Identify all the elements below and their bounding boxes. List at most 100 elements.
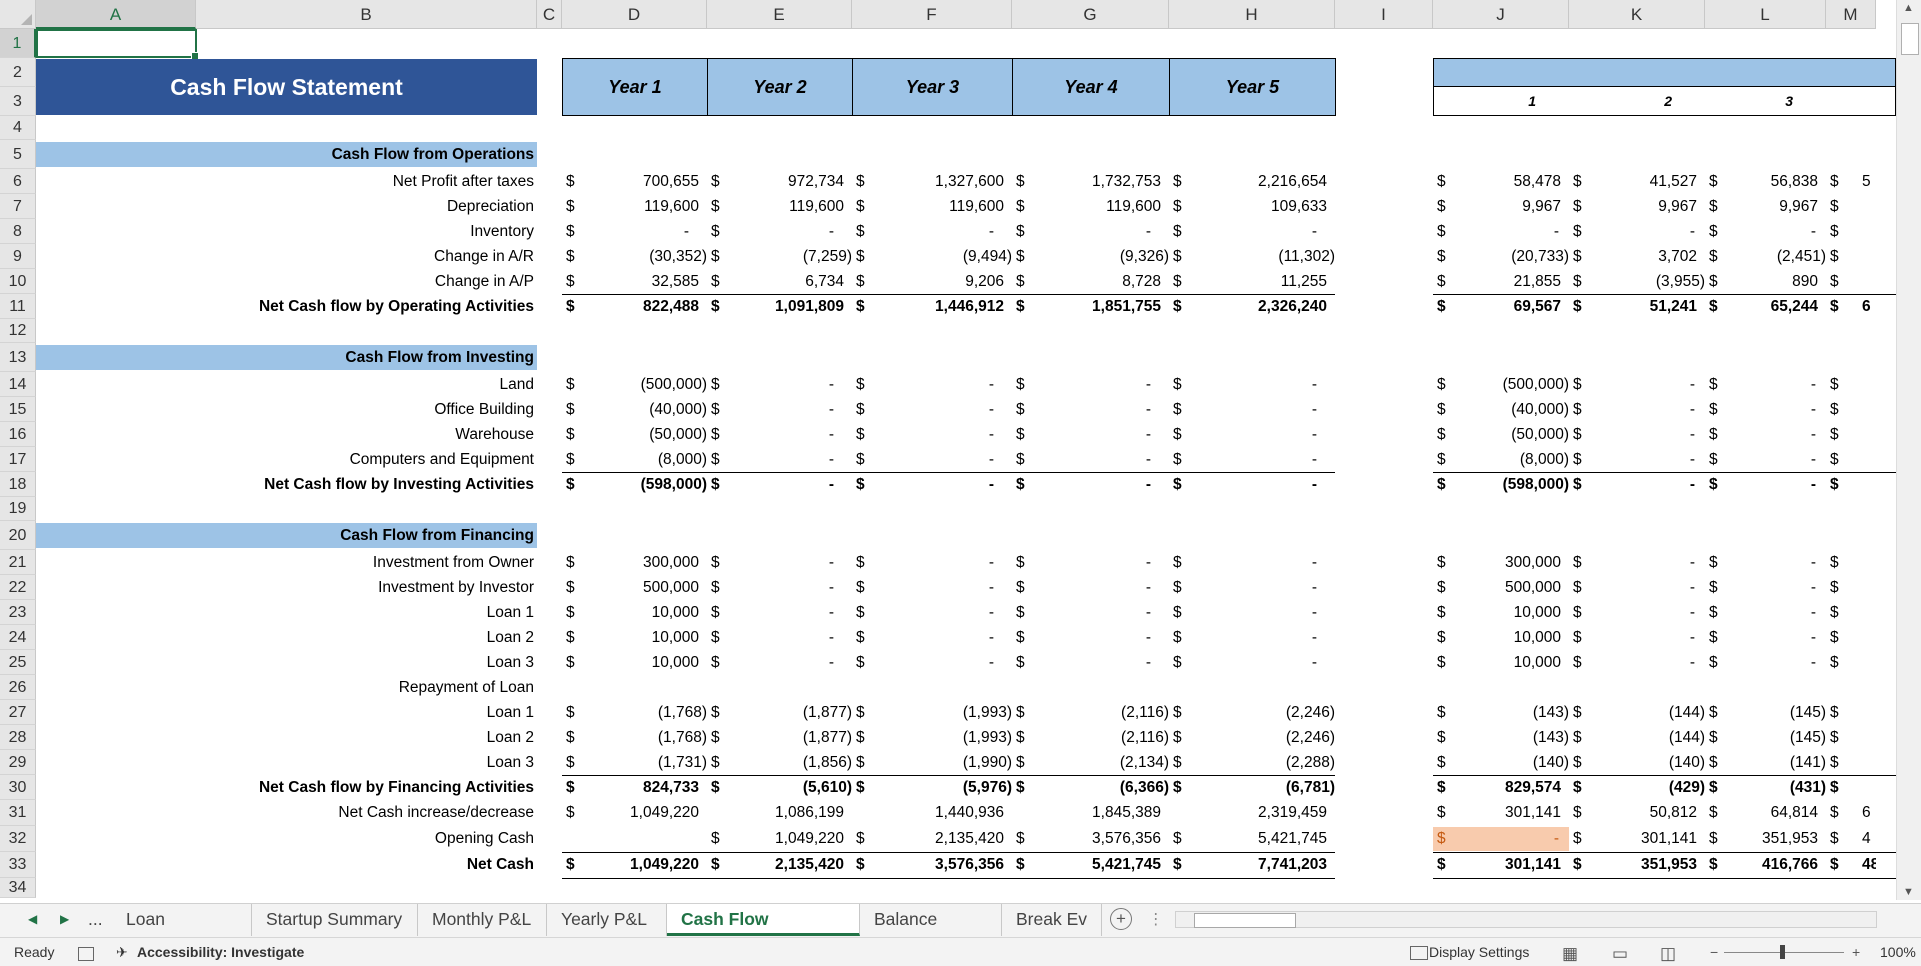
value-6-j[interactable]: 58,478 (1513, 173, 1561, 190)
value-29-d[interactable]: (1,731) (657, 754, 707, 771)
row-header-32[interactable]: 32 (0, 826, 36, 852)
value-25-f[interactable]: - (988, 654, 994, 671)
value-17-e[interactable]: - (828, 451, 834, 468)
value-29-l[interactable]: (141) (1789, 754, 1826, 771)
column-header-f[interactable]: F (852, 0, 1012, 29)
value-24-f[interactable]: - (988, 629, 994, 646)
value-14-h[interactable]: - (1311, 376, 1317, 393)
value-22-e[interactable]: - (828, 579, 834, 596)
value-10-g[interactable]: 8,728 (1122, 273, 1161, 290)
value-27-h[interactable]: (2,246) (1285, 704, 1335, 721)
value-17-d[interactable]: (8,000) (657, 451, 707, 468)
value-33-e[interactable]: 2,135,420 (775, 856, 844, 873)
value-15-g[interactable]: - (1145, 401, 1151, 418)
column-header-a[interactable]: A (36, 0, 196, 29)
value-7-k[interactable]: 9,967 (1658, 198, 1697, 215)
value-32-f[interactable]: 2,135,420 (935, 830, 1004, 847)
row-header-25[interactable]: 25 (0, 650, 36, 675)
row-header-3[interactable]: 3 (0, 87, 36, 116)
value-33-f[interactable]: 3,576,356 (935, 856, 1004, 873)
row-header-5[interactable]: 5 (0, 140, 36, 169)
value-9-l[interactable]: (2,451) (1776, 248, 1826, 265)
value-25-g[interactable]: - (1145, 654, 1151, 671)
value-31-e[interactable]: 1,086,199 (775, 804, 844, 821)
value-11-j[interactable]: 69,567 (1513, 298, 1561, 315)
scroll-thumb[interactable] (1901, 23, 1919, 55)
vertical-scrollbar[interactable]: ▲ ▼ (1896, 0, 1921, 900)
row-header-16[interactable]: 16 (0, 422, 36, 447)
value-29-h[interactable]: (2,288) (1285, 754, 1335, 771)
value-11-e[interactable]: 1,091,809 (775, 298, 844, 315)
column-header-k[interactable]: K (1569, 0, 1705, 29)
value-18-l[interactable]: - (1810, 476, 1816, 493)
row-header-13[interactable]: 13 (0, 343, 36, 372)
row-header-31[interactable]: 31 (0, 800, 36, 826)
sheet-tab-4[interactable]: Yearly P&L (547, 904, 667, 936)
display-settings-button[interactable]: Display Settings (1429, 944, 1530, 960)
value-30-e[interactable]: (5,610) (802, 779, 852, 796)
value-29-f[interactable]: (1,990) (962, 754, 1012, 771)
scroll-up-icon[interactable]: ▲ (1903, 2, 1914, 14)
value-6-d[interactable]: 700,655 (642, 173, 699, 190)
value-28-l[interactable]: (145) (1789, 729, 1826, 746)
value-22-h[interactable]: - (1311, 579, 1317, 596)
value-8-d[interactable]: - (683, 223, 689, 240)
value-14-j[interactable]: (500,000) (1502, 376, 1569, 393)
row-header-17[interactable]: 17 (0, 447, 36, 472)
value-10-h[interactable]: 11,255 (1280, 273, 1327, 290)
value-14-l[interactable]: - (1810, 376, 1816, 393)
value-15-h[interactable]: - (1311, 401, 1317, 418)
value-18-j[interactable]: (598,000) (1502, 476, 1569, 493)
value-24-g[interactable]: - (1145, 629, 1151, 646)
value-33-d[interactable]: 1,049,220 (630, 856, 699, 873)
value-27-d[interactable]: (1,768) (657, 704, 707, 721)
value-25-h[interactable]: - (1311, 654, 1317, 671)
normal-view-icon[interactable]: ▦ (1562, 944, 1579, 963)
macro-icon[interactable] (78, 947, 94, 961)
value-23-j[interactable]: 10,000 (1513, 604, 1561, 621)
value-30-h[interactable]: (6,781) (1285, 779, 1335, 796)
value-23-h[interactable]: - (1311, 604, 1317, 621)
value-7-h[interactable]: 109,633 (1270, 198, 1327, 215)
value-17-j[interactable]: (8,000) (1519, 451, 1569, 468)
value-16-f[interactable]: - (988, 426, 994, 443)
value-15-l[interactable]: - (1810, 401, 1816, 418)
value-9-j[interactable]: (20,733) (1511, 248, 1569, 265)
tab-next-icon[interactable]: ▶ (60, 912, 70, 926)
value-16-h[interactable]: - (1311, 426, 1317, 443)
value-16-l[interactable]: - (1810, 426, 1816, 443)
value-33-h[interactable]: 7,741,203 (1258, 856, 1327, 873)
value-24-j[interactable]: 10,000 (1513, 629, 1561, 646)
value-27-e[interactable]: (1,877) (802, 704, 852, 721)
value-23-g[interactable]: - (1145, 604, 1151, 621)
row-header-10[interactable]: 10 (0, 269, 36, 294)
value-33-m-partial[interactable]: 48 (1862, 856, 1876, 873)
more-options-icon[interactable]: ⋮ (1148, 911, 1164, 928)
value-21-k[interactable]: - (1689, 554, 1695, 571)
sheet-tab-7[interactable]: Break Ev ... (1002, 904, 1102, 959)
opening-cash-highlight[interactable] (1433, 827, 1569, 851)
value-7-d[interactable]: 119,600 (644, 198, 699, 215)
value-11-l[interactable]: 65,244 (1770, 298, 1818, 315)
value-24-l[interactable]: - (1810, 629, 1816, 646)
value-30-k[interactable]: (429) (1668, 779, 1705, 796)
value-27-g[interactable]: (2,116) (1121, 704, 1169, 721)
value-14-e[interactable]: - (828, 376, 834, 393)
value-6-k[interactable]: 41,527 (1649, 173, 1697, 190)
row-header-8[interactable]: 8 (0, 219, 36, 244)
column-header-j[interactable]: J (1433, 0, 1569, 29)
row-header-21[interactable]: 21 (0, 550, 36, 575)
value-24-e[interactable]: - (828, 629, 834, 646)
row-header-33[interactable]: 33 (0, 852, 36, 878)
row-header-24[interactable]: 24 (0, 625, 36, 650)
value-6-f[interactable]: 1,327,600 (935, 173, 1004, 190)
value-23-k[interactable]: - (1689, 604, 1695, 621)
value-16-k[interactable]: - (1689, 426, 1695, 443)
value-9-e[interactable]: (7,259) (802, 248, 852, 265)
value-21-j[interactable]: 300,000 (1504, 554, 1561, 571)
value-6-m-partial[interactable]: 5 (1862, 173, 1871, 190)
zoom-slider-thumb[interactable] (1780, 945, 1785, 959)
row-header-29[interactable]: 29 (0, 750, 36, 775)
value-28-d[interactable]: (1,768) (657, 729, 707, 746)
value-32-h[interactable]: 5,421,745 (1258, 830, 1327, 847)
